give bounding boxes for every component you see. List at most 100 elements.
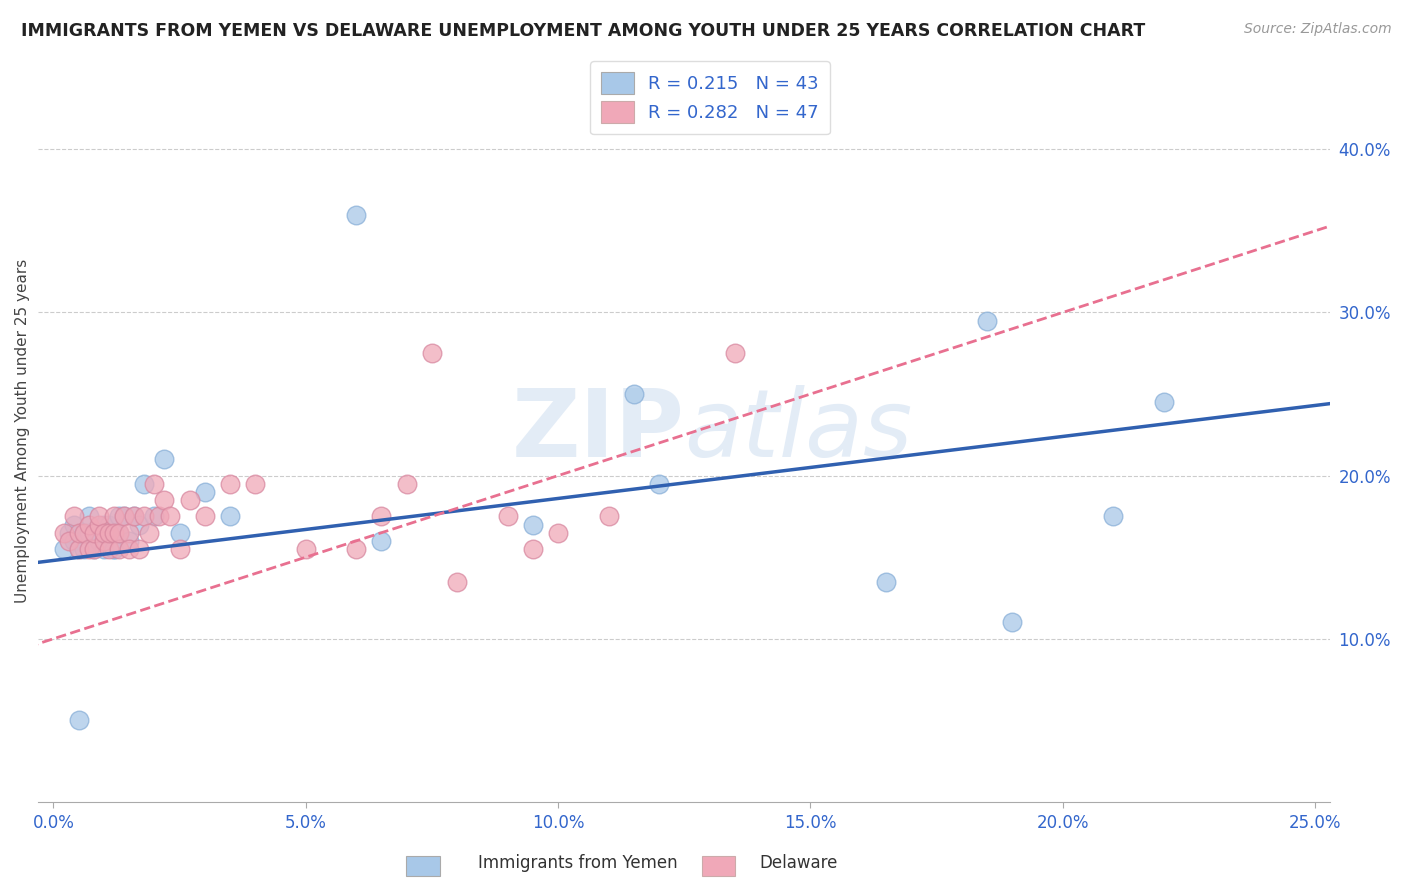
Point xyxy=(875,574,897,589)
Point xyxy=(118,542,141,557)
Point xyxy=(73,542,96,557)
Point xyxy=(112,509,135,524)
Point xyxy=(138,525,160,540)
Point xyxy=(77,525,100,540)
Point xyxy=(77,542,100,557)
Point xyxy=(98,525,121,540)
Point xyxy=(98,517,121,532)
Text: ZIP: ZIP xyxy=(512,384,685,476)
Legend: R = 0.215   N = 43, R = 0.282   N = 47: R = 0.215 N = 43, R = 0.282 N = 47 xyxy=(591,62,830,134)
Point xyxy=(67,542,90,557)
Bar xyxy=(702,856,735,876)
Point xyxy=(52,542,75,557)
Point xyxy=(118,525,141,540)
Point xyxy=(128,517,150,532)
Point xyxy=(52,525,75,540)
Point xyxy=(118,533,141,548)
Point xyxy=(122,509,145,524)
Point xyxy=(112,509,135,524)
Point xyxy=(108,525,131,540)
Point xyxy=(58,533,80,548)
Point xyxy=(108,542,131,557)
Point xyxy=(62,517,84,532)
Point xyxy=(103,525,125,540)
Point xyxy=(108,509,131,524)
Point xyxy=(169,542,191,557)
Point xyxy=(1102,509,1125,524)
Point xyxy=(93,525,115,540)
Point xyxy=(103,542,125,557)
Point xyxy=(143,509,166,524)
Point xyxy=(73,525,96,540)
Point xyxy=(87,525,110,540)
Point xyxy=(153,452,176,467)
Point xyxy=(522,517,544,532)
Point xyxy=(58,525,80,540)
Point xyxy=(598,509,620,524)
Text: Immigrants from Yemen: Immigrants from Yemen xyxy=(478,855,678,872)
Point xyxy=(395,476,418,491)
Text: Delaware: Delaware xyxy=(759,855,838,872)
Point xyxy=(93,533,115,548)
Point xyxy=(87,509,110,524)
Point xyxy=(67,714,90,728)
Point xyxy=(93,525,115,540)
Point xyxy=(103,509,125,524)
Point xyxy=(87,533,110,548)
Point xyxy=(294,542,316,557)
Point xyxy=(62,509,84,524)
Point xyxy=(547,525,569,540)
Point xyxy=(344,208,367,222)
Point xyxy=(623,387,645,401)
Point xyxy=(134,476,156,491)
Point xyxy=(143,476,166,491)
Point xyxy=(67,525,90,540)
Point xyxy=(219,509,242,524)
Point xyxy=(122,509,145,524)
Point xyxy=(179,493,201,508)
Point xyxy=(83,542,105,557)
Point xyxy=(219,476,242,491)
Point xyxy=(83,525,105,540)
Point xyxy=(148,509,170,524)
Point xyxy=(98,542,121,557)
Text: atlas: atlas xyxy=(685,385,912,476)
Text: Source: ZipAtlas.com: Source: ZipAtlas.com xyxy=(1244,22,1392,37)
Point xyxy=(522,542,544,557)
Point xyxy=(159,509,181,524)
Point xyxy=(73,525,96,540)
Point xyxy=(724,346,747,360)
Point xyxy=(87,517,110,532)
Point xyxy=(976,313,998,327)
Point xyxy=(98,525,121,540)
Point xyxy=(194,509,217,524)
Point xyxy=(128,542,150,557)
Point xyxy=(1153,395,1175,409)
Point xyxy=(83,525,105,540)
Point xyxy=(108,525,131,540)
Point xyxy=(420,346,443,360)
Point xyxy=(153,493,176,508)
Point xyxy=(93,517,115,532)
Point xyxy=(103,542,125,557)
Point xyxy=(370,509,392,524)
Text: IMMIGRANTS FROM YEMEN VS DELAWARE UNEMPLOYMENT AMONG YOUTH UNDER 25 YEARS CORREL: IMMIGRANTS FROM YEMEN VS DELAWARE UNEMPL… xyxy=(21,22,1146,40)
Point xyxy=(344,542,367,557)
Point xyxy=(245,476,267,491)
Y-axis label: Unemployment Among Youth under 25 years: Unemployment Among Youth under 25 years xyxy=(15,259,30,603)
Point xyxy=(83,542,105,557)
Point xyxy=(93,542,115,557)
Point xyxy=(648,476,671,491)
Point xyxy=(77,509,100,524)
Point xyxy=(169,525,191,540)
Point xyxy=(62,533,84,548)
Point xyxy=(446,574,468,589)
Point xyxy=(1001,615,1024,630)
Point xyxy=(77,517,100,532)
Point xyxy=(67,542,90,557)
Point xyxy=(496,509,519,524)
Point xyxy=(370,533,392,548)
Point xyxy=(194,484,217,499)
Point xyxy=(134,509,156,524)
Bar xyxy=(406,856,440,876)
